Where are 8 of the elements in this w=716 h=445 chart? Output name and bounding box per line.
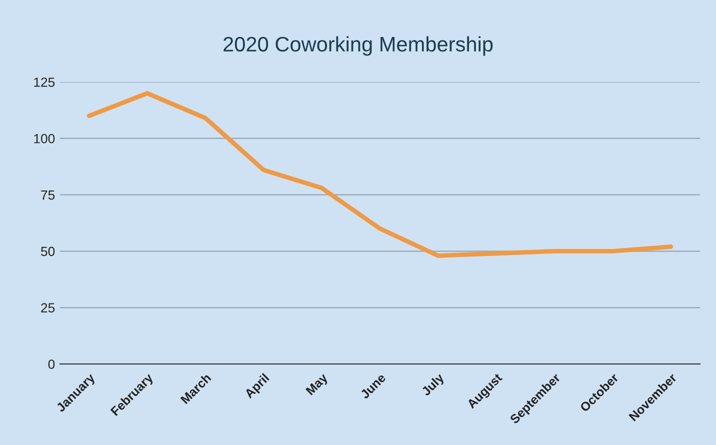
line-series [86, 91, 674, 258]
y-tick-label: 100 [34, 134, 55, 144]
y-tick-label: 25 [41, 303, 55, 313]
y-tick-label: 0 [48, 360, 55, 369]
y-tick-label: 125 [34, 78, 55, 87]
y-tick-label: 75 [41, 190, 55, 200]
chart-title: 2020 Coworking Membership [224, 36, 493, 56]
y-tick-label: 50 [40, 246, 55, 256]
